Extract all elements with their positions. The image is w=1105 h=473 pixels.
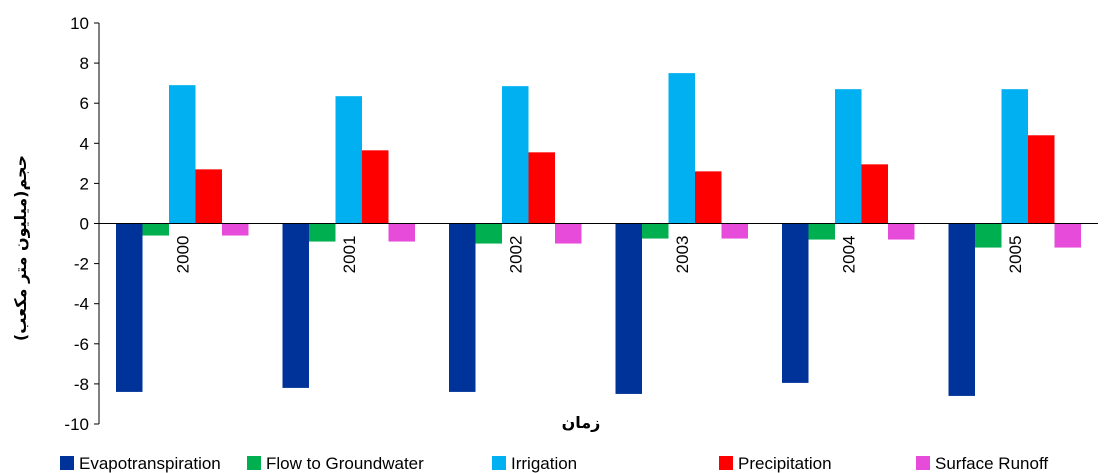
y-tick-label: 0 [80, 215, 89, 234]
bar-irrigation-2000 [169, 85, 196, 224]
legend-swatch [916, 456, 930, 470]
y-tick-label: -2 [74, 255, 89, 274]
bar-surface-runoff-2005 [1054, 223, 1081, 248]
bar-precipitation-2005 [1028, 135, 1055, 224]
legend-label: Surface Runoff [935, 454, 1048, 473]
y-tick-label: 4 [80, 134, 89, 153]
bar-irrigation-2004 [835, 89, 862, 224]
category-label: 2005 [1006, 236, 1025, 274]
legend-swatch [247, 456, 261, 470]
bar-surface-runoff-2003 [721, 223, 748, 239]
y-tick-label: 6 [80, 94, 89, 113]
y-tick-label: -6 [74, 335, 89, 354]
bar-evapotranspiration-2004 [782, 223, 809, 383]
bar-irrigation-2003 [668, 73, 695, 224]
bar-surface-runoff-2001 [388, 223, 415, 242]
y-tick-label: -4 [74, 295, 89, 314]
legend-swatch [60, 456, 74, 470]
category-label: 2001 [340, 236, 359, 274]
bar-surface-runoff-2000 [222, 223, 249, 236]
bar-precipitation-2004 [861, 164, 888, 224]
bar-surface-runoff-2004 [888, 223, 915, 240]
category-labels: 2000 2001 2002 2003 2004 2005 [173, 236, 1025, 274]
y-tick-label: 8 [80, 54, 89, 73]
x-axis-title: زمان [562, 413, 601, 432]
legend-label: Irrigation [511, 454, 577, 473]
y-tick-label: 10 [70, 14, 89, 33]
category-label: 2002 [506, 236, 525, 274]
y-axis-ticks: -10 -8 -6 -4 -2 0 2 4 6 8 10 [64, 14, 99, 434]
bar-irrigation-2001 [335, 96, 362, 224]
legend-label: Flow to Groundwater [266, 454, 424, 473]
bar-evapotranspiration-2001 [282, 223, 309, 388]
y-tick-label: -8 [74, 375, 89, 394]
bar-flow-to-groundwater-2000 [142, 223, 169, 236]
bar-precipitation-2001 [362, 150, 389, 224]
y-axis-title: حجم(میلیون متر مکعب) [11, 155, 30, 341]
legend-swatch [719, 456, 733, 470]
bar-flow-to-groundwater-2002 [475, 223, 502, 244]
y-tick-label: 2 [80, 174, 89, 193]
category-label: 2003 [673, 236, 692, 274]
category-label: 2000 [173, 236, 192, 274]
bar-layer [116, 73, 1081, 396]
bar-precipitation-2002 [528, 152, 555, 224]
bar-flow-to-groundwater-2001 [309, 223, 336, 242]
bar-surface-runoff-2002 [555, 223, 582, 244]
legend-swatch [492, 456, 506, 470]
y-tick-label: -10 [64, 415, 89, 434]
category-label: 2004 [839, 236, 858, 274]
bar-evapotranspiration-2003 [615, 223, 642, 394]
bar-evapotranspiration-2002 [449, 223, 476, 392]
legend-label: Precipitation [738, 454, 832, 473]
bar-irrigation-2002 [502, 86, 529, 224]
legend: Evapotranspiration Flow to Groundwater Irr… [60, 454, 1048, 473]
bar-flow-to-groundwater-2005 [975, 223, 1002, 248]
bar-precipitation-2000 [195, 169, 222, 224]
bar-precipitation-2003 [695, 171, 722, 224]
bar-irrigation-2005 [1001, 89, 1028, 224]
bar-flow-to-groundwater-2003 [642, 223, 669, 239]
bar-evapotranspiration-2000 [116, 223, 143, 392]
bar-evapotranspiration-2005 [948, 223, 975, 396]
legend-label: Evapotranspiration [79, 454, 221, 473]
bar-flow-to-groundwater-2004 [808, 223, 835, 240]
